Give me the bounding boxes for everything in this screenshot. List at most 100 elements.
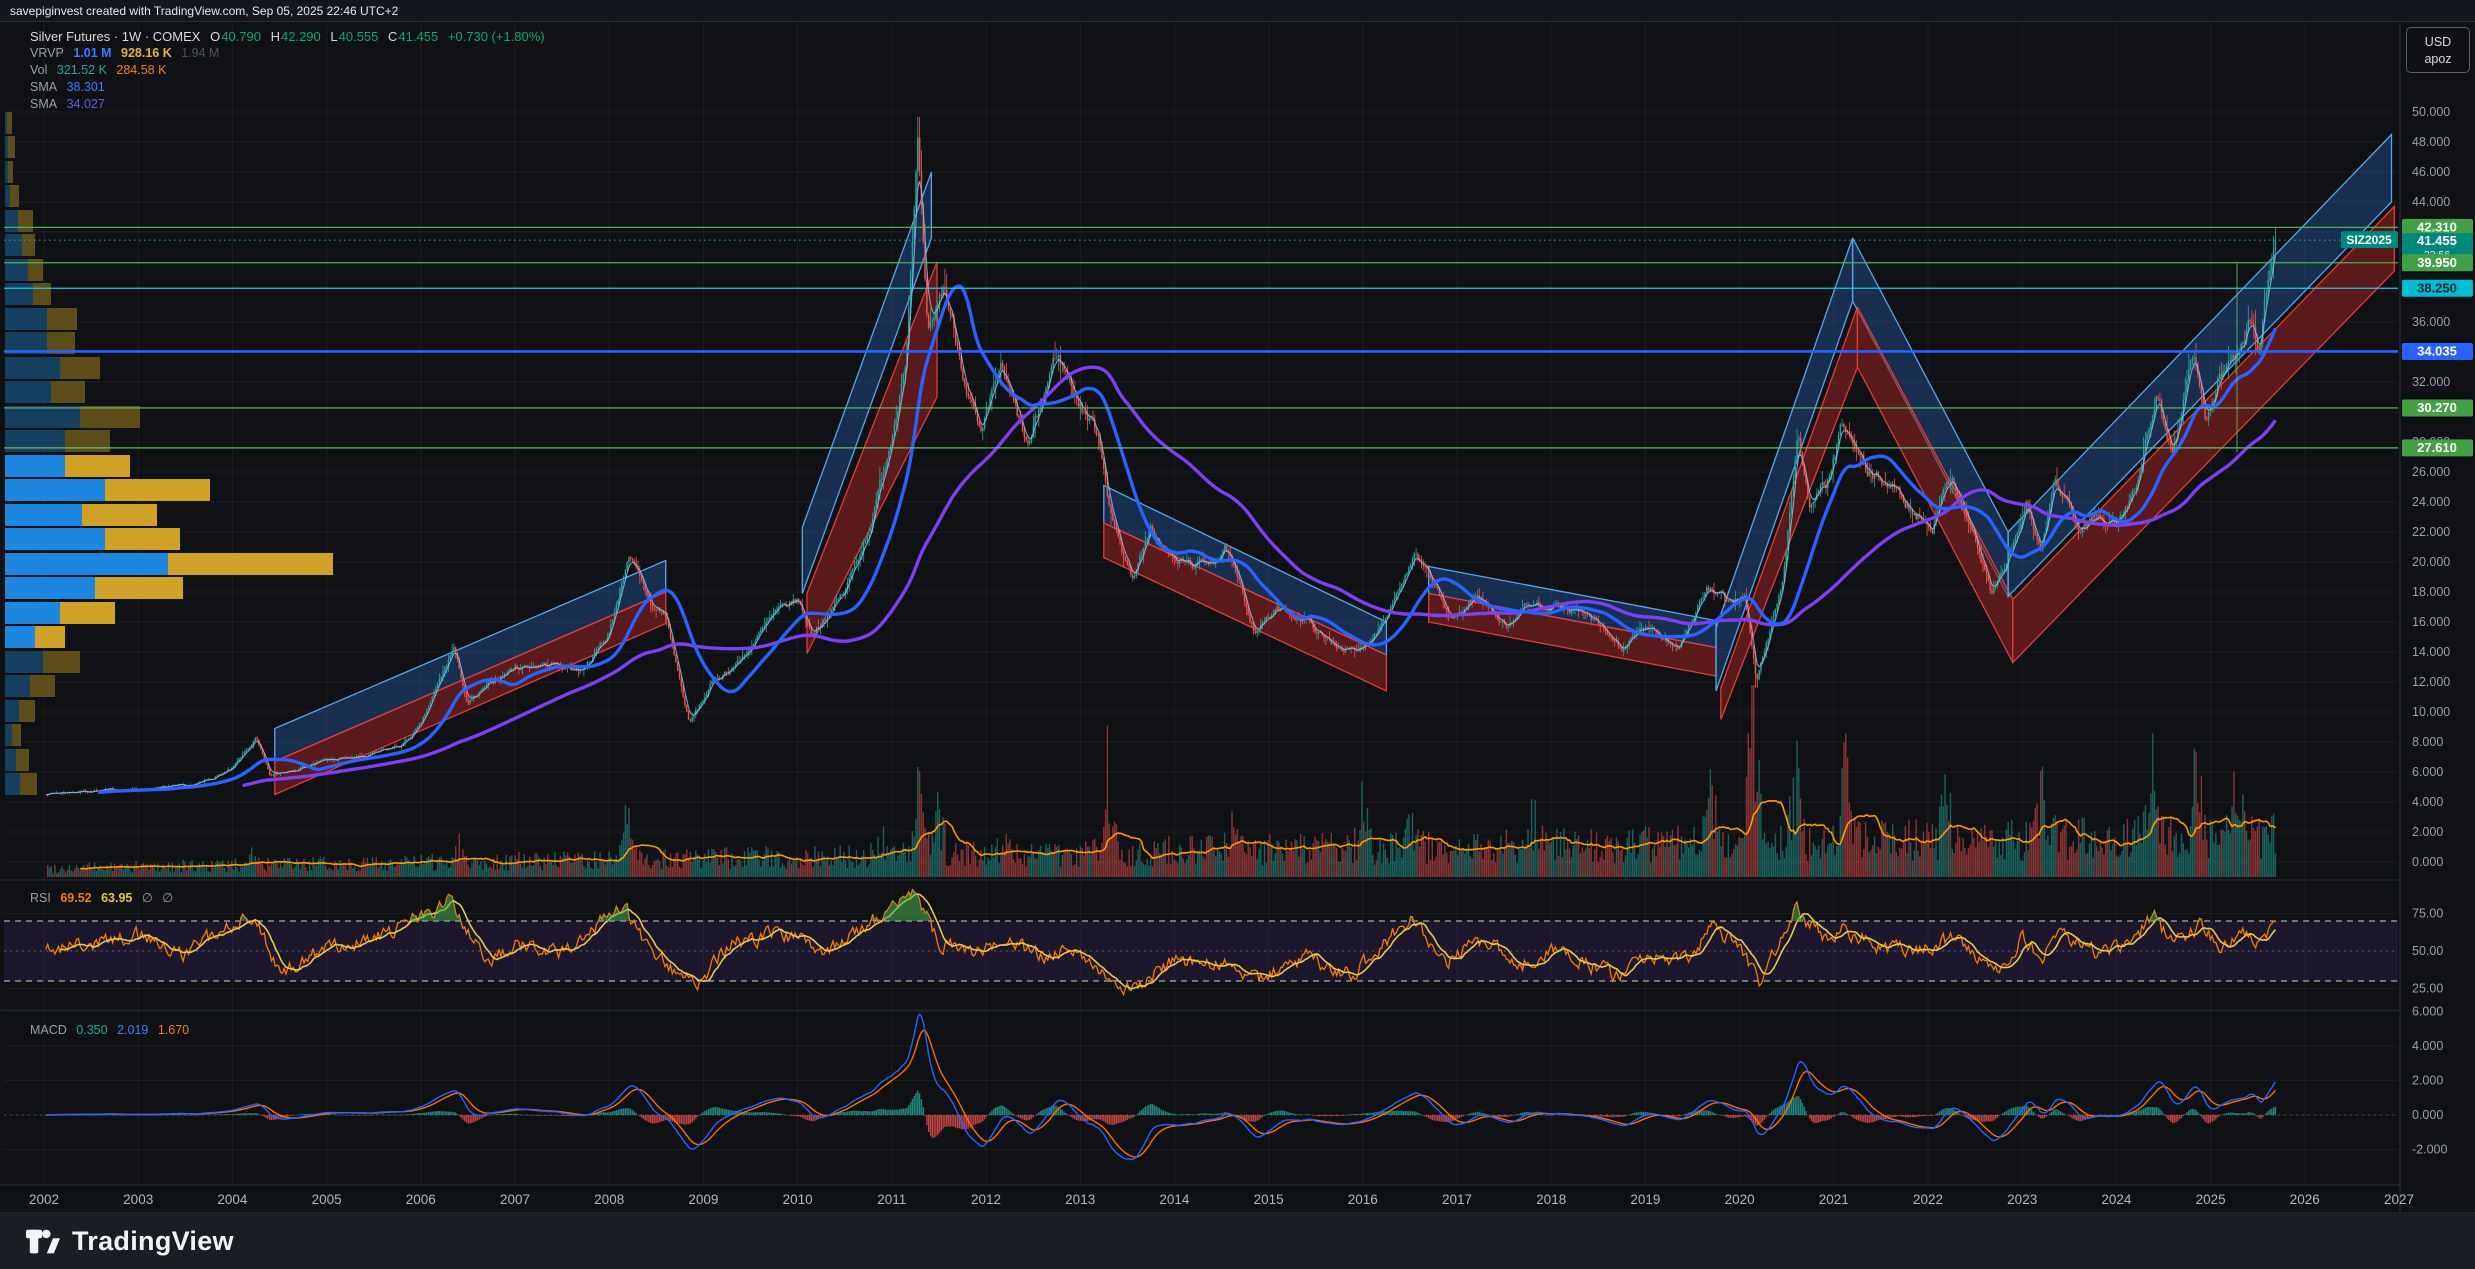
svg-text:2019: 2019	[1630, 1192, 1660, 1207]
volume-label: Vol	[30, 63, 48, 77]
svg-text:6.000: 6.000	[2412, 1005, 2443, 1019]
low-label: L	[330, 29, 338, 44]
svg-text:2003: 2003	[123, 1192, 153, 1207]
svg-text:46.000: 46.000	[2412, 165, 2450, 179]
svg-text:2011: 2011	[877, 1192, 906, 1207]
svg-text:2012: 2012	[971, 1192, 1001, 1207]
attribution-text: savepiginvest created with TradingView.c…	[10, 4, 399, 18]
svg-text:41.455: 41.455	[2417, 233, 2457, 248]
macd-pane	[4, 1013, 2398, 1160]
open-value: 40.790	[221, 29, 261, 44]
macd-line-value: 2.019	[117, 1023, 149, 1037]
svg-text:20.000: 20.000	[2412, 555, 2450, 569]
price-label-badge	[2402, 439, 2473, 457]
channel-blue	[801, 171, 933, 594]
volume-value: 321.52 K	[56, 63, 107, 77]
main-pane-legend: Silver Futures · 1W · COMEX O40.790 H42.…	[30, 28, 551, 113]
attribution-bar: savepiginvest created with TradingView.c…	[0, 0, 2475, 22]
symbol-title[interactable]: Silver Futures · 1W · COMEX	[30, 29, 201, 44]
svg-text:SIZ2025: SIZ2025	[2346, 233, 2392, 247]
sma-fast-label: SMA	[30, 80, 58, 94]
volume-legend-row[interactable]: Vol 321.52 K 284.58 K	[30, 62, 551, 79]
currency-unit-selector[interactable]: USD apoz	[2406, 27, 2470, 73]
tradingview-wordmark[interactable]: TradingView	[72, 1226, 234, 1256]
svg-text:2018: 2018	[1536, 1192, 1566, 1207]
svg-text:2.000: 2.000	[2412, 825, 2443, 839]
volume-ma-value: 284.58 K	[116, 63, 167, 77]
vrvp-label: VRVP	[30, 46, 64, 60]
svg-text:39.950: 39.950	[2417, 255, 2457, 270]
rsi-empty-2: ∅	[162, 891, 174, 905]
vrvp-legend-row[interactable]: VRVP 1.01 M 928.16 K 1.94 M	[30, 45, 551, 62]
svg-text:-2.000: -2.000	[2412, 1143, 2447, 1157]
price-levels[interactable]	[4, 226, 2398, 453]
svg-text:2002: 2002	[29, 1192, 59, 1207]
channel-blue	[2007, 132, 2393, 599]
macd-signal-value: 1.670	[157, 1023, 190, 1037]
volume-histogram	[47, 685, 2277, 877]
vrvp-value-1: 1.01 M	[73, 46, 112, 60]
svg-text:2023: 2023	[2007, 1192, 2037, 1207]
price-label-badge	[2402, 279, 2473, 297]
svg-text:2008: 2008	[594, 1192, 624, 1207]
svg-text:22.000: 22.000	[2412, 525, 2450, 539]
svg-text:2009: 2009	[688, 1192, 718, 1207]
macd-label: MACD	[30, 1023, 67, 1037]
sma-slow-legend-row[interactable]: SMA 34.027	[30, 96, 551, 113]
price-axis[interactable]: 0.000 2.000 4.000 6.000 8.000 10.000 12.000 14.…	[2341, 105, 2473, 1157]
price-label-badge	[2402, 254, 2473, 272]
overlay-lines	[45, 180, 2277, 796]
vrvp-value-3: 1.94 M	[181, 46, 220, 60]
svg-text:2022: 2022	[1913, 1192, 1943, 1207]
svg-text:2013: 2013	[1065, 1192, 1095, 1207]
svg-text:16.000: 16.000	[2412, 615, 2450, 629]
svg-text:18.000: 18.000	[2412, 585, 2450, 599]
svg-text:36.000: 36.000	[2412, 315, 2450, 329]
svg-text:2025: 2025	[2196, 1192, 2226, 1207]
svg-text:4.000: 4.000	[2412, 1039, 2443, 1053]
sma-fast-legend-row[interactable]: SMA 38.301	[30, 79, 551, 96]
change-value: +0.730 (+1.80%)	[447, 29, 545, 44]
svg-text:27.610: 27.610	[2417, 440, 2457, 455]
rsi-value: 69.52	[60, 891, 92, 905]
svg-text:24.000: 24.000	[2412, 495, 2450, 509]
svg-text:2010: 2010	[783, 1192, 813, 1207]
symbol-legend-row[interactable]: Silver Futures · 1W · COMEX O40.790 H42.…	[30, 28, 551, 45]
svg-text:32.000: 32.000	[2412, 375, 2450, 389]
channel-red	[274, 591, 667, 796]
macd-line	[45, 1013, 2276, 1160]
svg-text:0.000: 0.000	[2412, 855, 2443, 869]
price-label-badge	[2402, 399, 2473, 417]
svg-text:2014: 2014	[1159, 1192, 1190, 1207]
rsi-legend[interactable]: RSI 69.52 63.95 ∅ ∅	[30, 890, 179, 907]
svg-text:2021: 2021	[1819, 1192, 1849, 1207]
svg-text:2004: 2004	[217, 1192, 248, 1207]
macd-legend[interactable]: MACD 0.350 2.019 1.670	[30, 1022, 195, 1039]
svg-text:2024: 2024	[2101, 1192, 2132, 1207]
close-value: 41.455	[398, 29, 439, 44]
price-label-badge	[2402, 342, 2473, 360]
trend-channels[interactable]	[274, 132, 2395, 796]
svg-text:2007: 2007	[500, 1192, 530, 1207]
svg-text:2026: 2026	[2290, 1192, 2320, 1207]
svg-text:6.000: 6.000	[2412, 765, 2443, 779]
footer-bar: TradingView	[0, 1214, 2475, 1269]
svg-text:50.000: 50.000	[2412, 105, 2450, 119]
svg-text:0.000: 0.000	[2412, 1108, 2443, 1122]
svg-text:44.000: 44.000	[2412, 195, 2450, 209]
svg-text:34.035: 34.035	[2417, 343, 2457, 358]
currency-label[interactable]: USD	[2424, 34, 2452, 49]
vrvp-value-2: 928.16 K	[121, 46, 172, 60]
svg-text:4.000: 4.000	[2412, 795, 2443, 809]
unit-label[interactable]: apoz	[2424, 51, 2452, 66]
time-axis[interactable]: 2002 2003 2004 2005 2006 2007 2008 2009 2010 2011…	[29, 1192, 2414, 1207]
channel-red	[806, 261, 938, 654]
svg-text:2027: 2027	[2384, 1192, 2414, 1207]
contract-label-badge	[2341, 231, 2398, 249]
tradingview-logo-icon[interactable]	[26, 1227, 60, 1257]
svg-text:2015: 2015	[1254, 1192, 1284, 1207]
price-label-badge	[2402, 218, 2473, 236]
volume-profile	[5, 112, 333, 795]
